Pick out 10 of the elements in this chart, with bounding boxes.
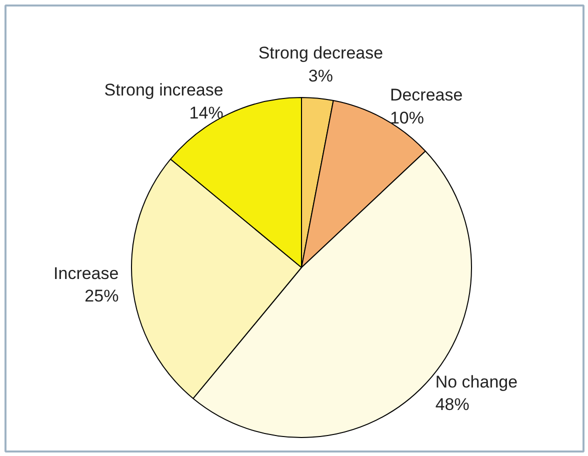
slice-label: Increase xyxy=(54,264,119,283)
data-label: 10% xyxy=(390,108,424,128)
data-label: 14% xyxy=(189,103,224,122)
data-label: 3% xyxy=(308,66,333,86)
slice-label: Strong decrease xyxy=(258,44,384,63)
slice-label: Strong increase xyxy=(104,80,224,100)
slice-label: No change xyxy=(435,372,518,392)
data-label: 25% xyxy=(84,286,119,306)
data-label: 48% xyxy=(435,395,470,414)
slice-label: Decrease xyxy=(390,86,463,105)
